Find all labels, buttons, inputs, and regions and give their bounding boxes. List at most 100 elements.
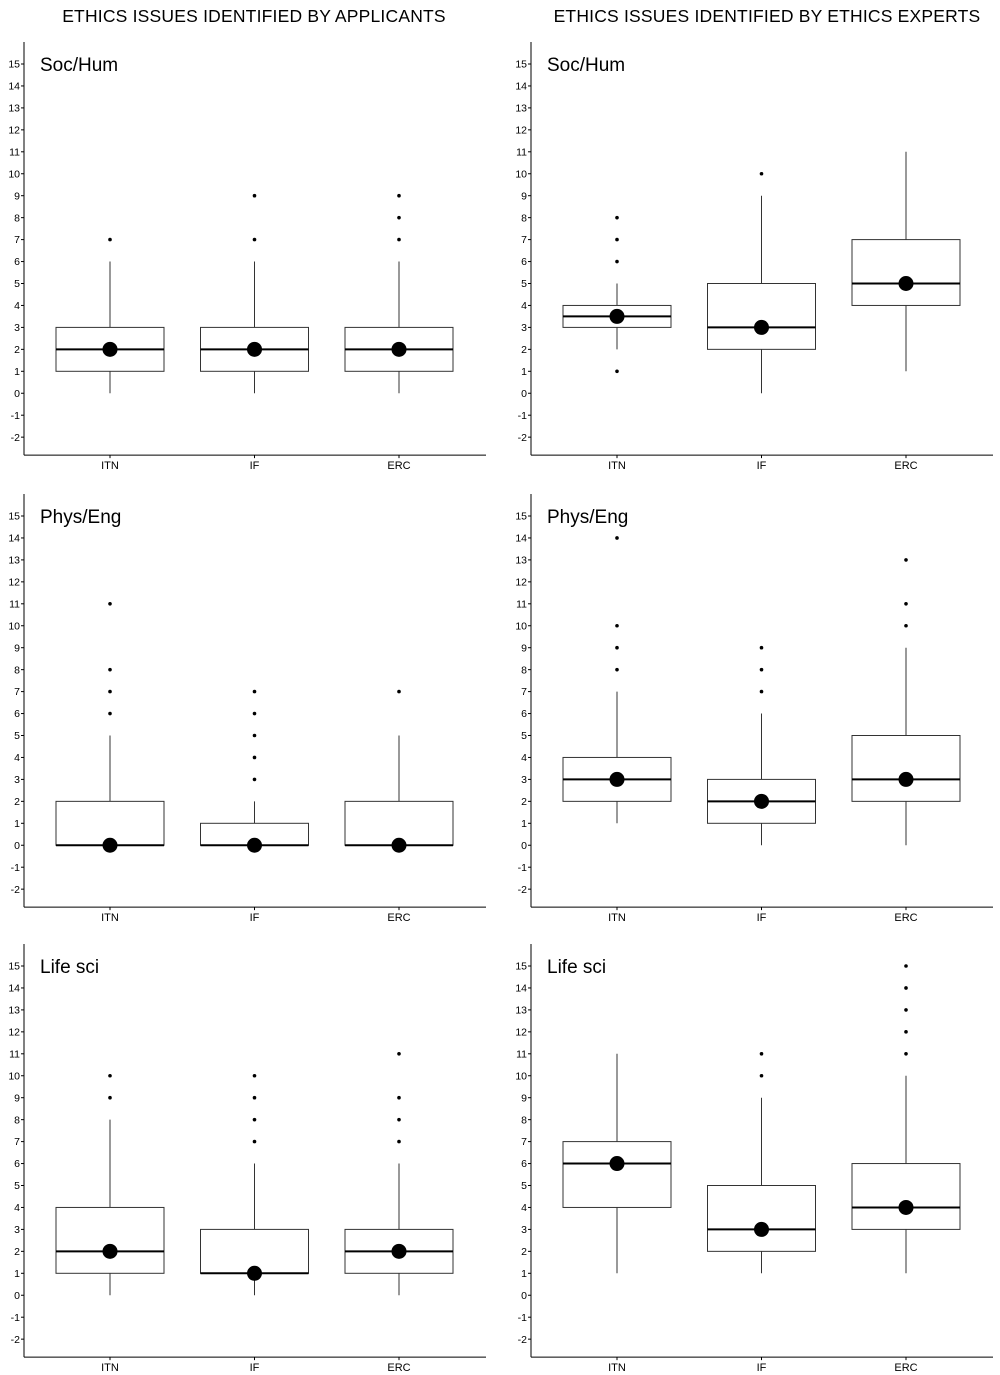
- y-tick-label-4: 4: [521, 752, 527, 764]
- outlier-point-if: [252, 711, 257, 716]
- x-tick-label-if: IF: [757, 912, 767, 924]
- y-tick-label-0: 0: [14, 388, 20, 400]
- outlier-point-itn: [615, 369, 619, 374]
- outlier-point-if: [252, 1139, 257, 1144]
- outlier-point-erc: [904, 964, 908, 968]
- outlier-point-if: [252, 1095, 257, 1100]
- outlier-point-if: [252, 689, 257, 694]
- y-tick-label-6: 6: [14, 708, 20, 720]
- column-heading-applicants: ETHICS ISSUES IDENTIFIED BY APPLICANTS: [62, 6, 446, 26]
- y-tick-label-13: 13: [8, 103, 20, 115]
- mean-marker-erc: [898, 771, 914, 787]
- outlier-point-itn: [108, 689, 112, 694]
- outlier-point-erc: [397, 237, 401, 242]
- y-tick-label-12: 12: [515, 124, 527, 136]
- panel-title: Phys/Eng: [547, 507, 628, 528]
- y-tick-label-8: 8: [521, 212, 527, 224]
- x-tick-label-erc: ERC: [894, 1362, 917, 1374]
- mean-marker-erc: [391, 341, 407, 357]
- y-tick-label--2: -2: [11, 432, 20, 444]
- y-tick-label-2: 2: [521, 796, 527, 808]
- panel-title: Phys/Eng: [40, 507, 121, 528]
- mean-marker-if: [247, 837, 262, 853]
- y-tick-label-2: 2: [521, 1246, 527, 1258]
- y-tick-label-8: 8: [14, 212, 20, 224]
- x-tick-label-itn: ITN: [608, 912, 626, 924]
- y-tick-label-10: 10: [8, 620, 20, 632]
- mean-marker-if: [247, 341, 262, 357]
- box-erc: [851, 239, 961, 306]
- mean-marker-if: [754, 793, 769, 809]
- y-tick-label-11: 11: [9, 146, 20, 158]
- x-tick-label-if: IF: [757, 460, 767, 472]
- y-tick-label-9: 9: [521, 190, 527, 202]
- y-tick-label-13: 13: [8, 555, 20, 567]
- box-erc: [851, 735, 961, 802]
- y-tick-label-7: 7: [521, 234, 527, 246]
- mean-marker-itn: [102, 837, 118, 853]
- outlier-point-itn: [108, 711, 112, 716]
- outlier-point-if: [252, 733, 257, 738]
- outlier-point-erc: [397, 193, 401, 198]
- y-tick-label-15: 15: [515, 59, 527, 71]
- y-tick-label--2: -2: [11, 1334, 20, 1346]
- outlier-point-erc: [397, 689, 401, 694]
- y-tick-label-7: 7: [521, 1136, 527, 1148]
- y-tick-label-15: 15: [515, 511, 527, 523]
- x-tick-label-if: IF: [250, 460, 260, 472]
- x-tick-label-itn: ITN: [101, 912, 119, 924]
- outlier-point-erc: [397, 215, 401, 220]
- outlier-point-erc: [904, 986, 908, 990]
- mean-marker-itn: [609, 771, 625, 787]
- outlier-point-if: [759, 171, 764, 176]
- y-tick-label-1: 1: [521, 818, 527, 830]
- x-tick-label-itn: ITN: [608, 1362, 626, 1374]
- outlier-point-if: [759, 667, 764, 672]
- x-tick-label-erc: ERC: [387, 460, 410, 472]
- y-tick-label-8: 8: [521, 1114, 527, 1126]
- box-itn: [562, 1141, 672, 1208]
- y-tick-label-15: 15: [8, 961, 20, 973]
- outlier-point-if: [252, 237, 257, 242]
- outlier-point-if: [252, 1073, 257, 1078]
- y-tick-label-9: 9: [14, 1092, 20, 1104]
- y-tick-label-10: 10: [8, 168, 20, 180]
- outlier-point-itn: [108, 237, 112, 242]
- y-tick-label--1: -1: [11, 410, 20, 422]
- box-if: [707, 283, 816, 350]
- outlier-point-itn: [615, 536, 619, 540]
- x-tick-label-itn: ITN: [101, 460, 119, 472]
- mean-marker-itn: [102, 1243, 118, 1259]
- y-tick-label-2: 2: [521, 344, 527, 356]
- y-tick-label--2: -2: [518, 1334, 527, 1346]
- outlier-point-erc: [904, 602, 908, 606]
- y-tick-label-9: 9: [14, 190, 20, 202]
- y-tick-label-12: 12: [8, 124, 20, 136]
- outlier-point-itn: [615, 237, 619, 242]
- box-if: [707, 1185, 816, 1252]
- y-tick-label-11: 11: [516, 146, 527, 158]
- y-tick-label-8: 8: [14, 664, 20, 676]
- x-tick-label-erc: ERC: [894, 912, 917, 924]
- y-tick-label-7: 7: [14, 234, 20, 246]
- y-tick-label-10: 10: [515, 620, 527, 632]
- y-tick-label-7: 7: [521, 686, 527, 698]
- y-tick-label-1: 1: [14, 818, 20, 830]
- outlier-point-erc: [904, 558, 908, 562]
- y-tick-label-7: 7: [14, 1136, 20, 1148]
- y-tick-label--1: -1: [11, 862, 20, 874]
- y-tick-label-5: 5: [14, 730, 20, 742]
- mean-marker-erc: [898, 1199, 914, 1215]
- y-tick-label-11: 11: [516, 1048, 527, 1060]
- y-tick-label-15: 15: [8, 511, 20, 523]
- outlier-point-erc: [397, 1052, 401, 1056]
- outlier-point-if: [252, 193, 257, 198]
- y-tick-label-13: 13: [515, 103, 527, 115]
- box-itn: [55, 1206, 165, 1274]
- mean-marker-if: [754, 1221, 769, 1237]
- y-tick-label-14: 14: [8, 533, 20, 545]
- y-tick-label-12: 12: [515, 576, 527, 588]
